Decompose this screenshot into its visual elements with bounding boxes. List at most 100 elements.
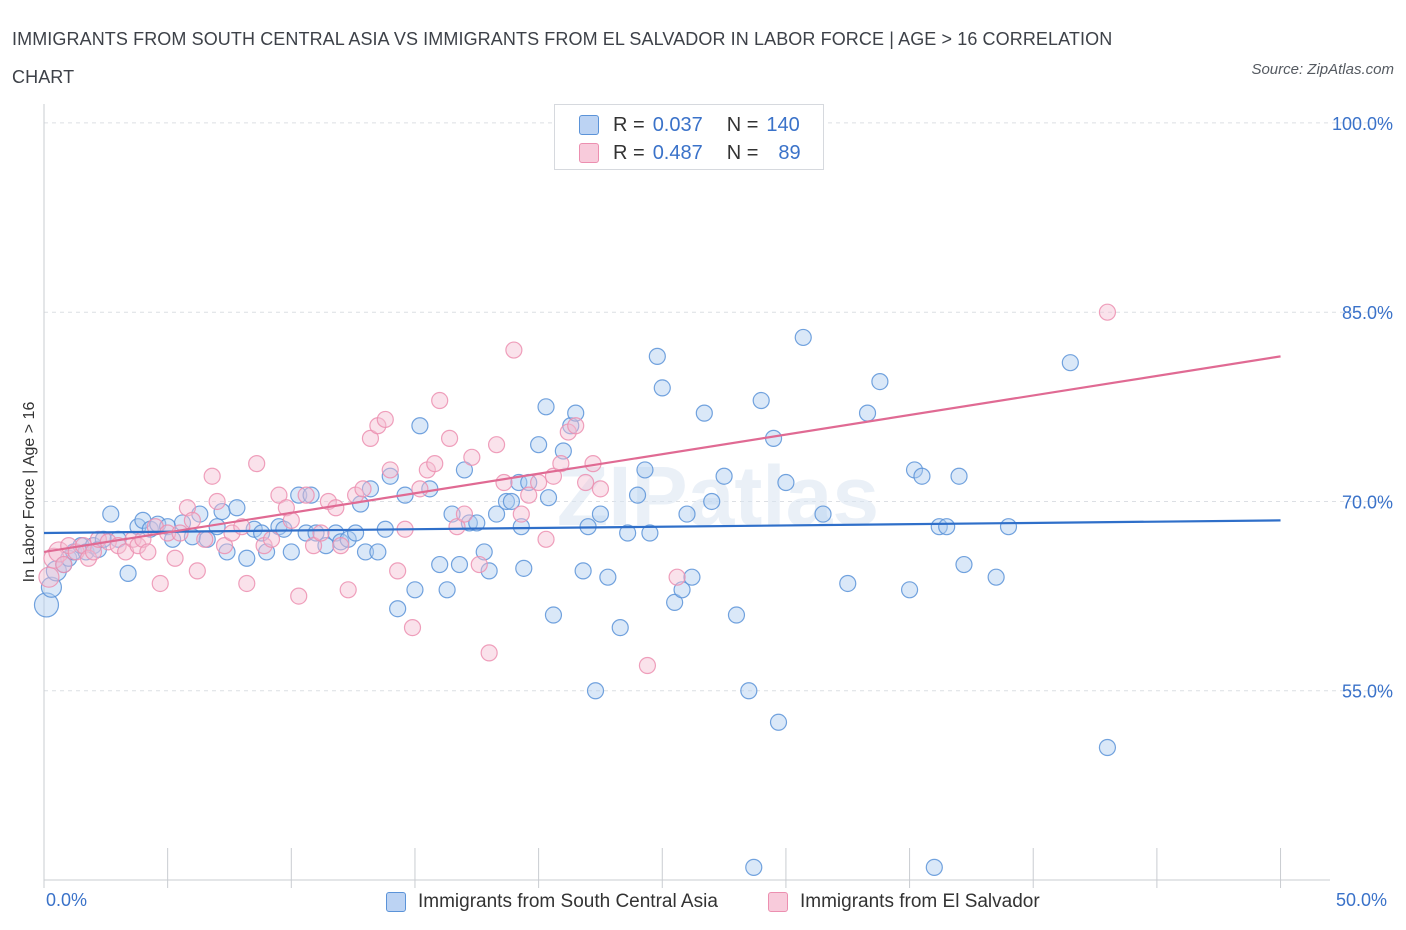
pink-point [215, 537, 234, 555]
bottom-legend-blue: Immigrants from South Central Asia [386, 888, 718, 916]
pink-point [505, 341, 523, 359]
bottom-legend-blue-label: Immigrants from South Central Asia [418, 891, 718, 912]
pink-point [178, 499, 197, 517]
blue-point [666, 593, 684, 612]
blue-point [544, 606, 563, 624]
blue-point [794, 328, 812, 347]
blue-point [512, 518, 530, 536]
blue-point [537, 398, 555, 416]
pink-point [270, 486, 288, 504]
pink-point [312, 524, 330, 542]
legend-r-label: R = [613, 113, 645, 136]
blue-point [406, 581, 424, 599]
blue-point [228, 499, 246, 517]
blue-point [1098, 738, 1117, 757]
pink-point [223, 524, 241, 542]
blue-point [777, 473, 795, 492]
pink-point [403, 619, 422, 637]
pink-point [188, 562, 206, 580]
blue-swatch-icon [386, 892, 406, 912]
x-tick-label-max: 50.0% [1336, 890, 1388, 910]
pink-point [431, 391, 449, 410]
blue-point [1061, 354, 1079, 372]
pink-point [389, 562, 407, 580]
blue-point [411, 417, 429, 435]
blue-point [539, 489, 558, 507]
pink-point [376, 410, 394, 429]
pink-swatch-icon [768, 892, 788, 912]
blue-point [955, 555, 973, 574]
blue-point [455, 461, 474, 479]
blue-point [567, 404, 585, 422]
blue-point [502, 492, 521, 511]
blue-point [369, 543, 387, 561]
pink-point [183, 511, 201, 529]
legend-n-label: N = [726, 141, 759, 164]
blue-point [599, 568, 617, 586]
pink-point [591, 480, 610, 498]
blue-point [769, 713, 788, 731]
blue-point [530, 436, 548, 454]
pink-point [577, 473, 595, 492]
blue-point [871, 372, 889, 391]
bottom-legend-pink-label: Immigrants from El Salvador [800, 891, 1040, 912]
blue-point [480, 562, 498, 580]
blue-trend-line [43, 519, 1281, 535]
pink-point [426, 455, 444, 473]
pink-point [290, 587, 308, 605]
blue-point [703, 492, 721, 511]
correlation-legend: R = 0.037 N = 140 R = 0.487 N = 89 [554, 104, 824, 170]
pink-point [470, 555, 488, 574]
y-tick-label: 70.0% [1342, 492, 1393, 512]
pink-point [238, 574, 256, 593]
legend-row-pink: R = 0.487 N = 89 [579, 139, 801, 167]
blue-point [347, 524, 365, 542]
blue-point [468, 514, 486, 532]
blue-point [102, 505, 120, 523]
legend-n-value: 140 [766, 113, 800, 136]
pink-point [297, 486, 315, 504]
blue-point [814, 505, 832, 523]
blue-point [554, 442, 572, 460]
pink-point [277, 499, 295, 517]
pink-point [248, 455, 266, 473]
pink-point [166, 549, 184, 567]
pink-point [520, 486, 538, 504]
blue-point [297, 524, 315, 542]
blue-point [683, 568, 701, 586]
blue-point [33, 592, 60, 618]
legend-n-label: N = [726, 113, 759, 136]
blue-point [715, 467, 733, 485]
y-tick-label: 100.0% [1332, 114, 1393, 134]
pink-point [512, 505, 530, 523]
blue-point [253, 524, 271, 542]
blue-point [475, 543, 493, 561]
pink-point [487, 436, 506, 454]
blue-point [591, 505, 610, 523]
pink-point [552, 455, 570, 473]
pink-swatch-icon [579, 143, 599, 163]
x-tick-label-min: 0.0% [46, 890, 88, 910]
y-tick-label: 55.0% [1342, 682, 1393, 702]
pink-point [55, 555, 73, 574]
legend-r-value: 0.487 [652, 141, 703, 164]
pink-point [455, 505, 474, 523]
blue-point [431, 555, 449, 574]
blue-point [381, 467, 399, 485]
blue-point [619, 524, 637, 542]
pink-point [1098, 303, 1117, 321]
blue-point [938, 518, 956, 536]
blue-point [678, 505, 696, 523]
pink-point [567, 417, 585, 435]
blue-swatch-icon [579, 115, 599, 135]
legend-row-blue: R = 0.037 N = 140 [579, 111, 800, 139]
pink-point [530, 473, 548, 492]
pink-point [171, 524, 189, 542]
pink-point [196, 530, 214, 548]
blue-point [950, 467, 968, 485]
blue-point [119, 564, 137, 582]
pink-point [463, 448, 481, 466]
blue-point [438, 581, 456, 599]
blue-point [497, 492, 516, 511]
